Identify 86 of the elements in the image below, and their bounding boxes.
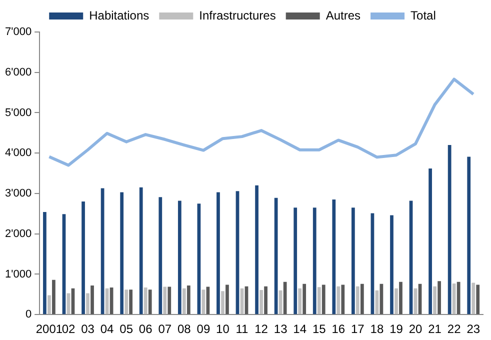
- bar: [448, 145, 452, 314]
- bar: [399, 282, 402, 314]
- bar: [467, 156, 471, 314]
- bar: [226, 284, 229, 314]
- bar: [264, 286, 268, 314]
- bar: [260, 290, 263, 314]
- y-tick-label: 7'000: [4, 26, 32, 38]
- bar: [158, 197, 162, 314]
- x-tick-label: 19: [390, 322, 404, 336]
- bar: [86, 293, 90, 314]
- x-tick-label: 09: [196, 322, 210, 336]
- y-tick-label: 4'000: [4, 147, 32, 160]
- bar: [322, 284, 326, 314]
- bar: [120, 192, 124, 314]
- legend-label: Total: [410, 8, 436, 22]
- x-tick-label: 06: [138, 322, 153, 336]
- bar: [298, 288, 302, 314]
- bar: [360, 284, 364, 314]
- x-tick-label: 10: [216, 322, 230, 336]
- bar: [255, 185, 258, 314]
- bar: [139, 187, 143, 314]
- bar: [182, 288, 186, 314]
- bar: [302, 284, 306, 314]
- y-tick-label: 1'000: [4, 268, 32, 280]
- bar: [438, 281, 441, 314]
- x-tick-label: 13: [274, 322, 288, 336]
- bar: [356, 286, 360, 314]
- y-tick-label: 0: [25, 308, 32, 321]
- x-tick-label: 20: [408, 322, 423, 336]
- bar: [216, 192, 220, 314]
- x-tick-label: 16: [332, 322, 346, 336]
- bar: [186, 286, 190, 314]
- legend-label: Habitations: [89, 8, 150, 22]
- bar: [472, 282, 476, 314]
- bar: [168, 286, 172, 314]
- bar: [283, 282, 287, 314]
- bar: [456, 282, 460, 314]
- bar: [390, 215, 394, 314]
- y-tick-label: 2'000: [4, 228, 32, 240]
- x-tick-label: 08: [177, 322, 192, 336]
- y-tick-label: 3'000: [4, 188, 32, 200]
- x-tick-label: 18: [370, 322, 384, 336]
- legend-label: Autres: [326, 8, 361, 22]
- bar: [452, 284, 456, 314]
- bar: [433, 286, 436, 314]
- x-tick-label: 17: [351, 322, 365, 336]
- bar: [312, 208, 316, 314]
- legend-label: Infrastructures: [199, 8, 276, 22]
- bar: [332, 200, 336, 314]
- x-tick-label: 03: [81, 322, 95, 336]
- x-tick-label: 04: [100, 322, 114, 336]
- bar: [52, 280, 56, 314]
- bar: [144, 288, 148, 314]
- x-tick-label: 14: [293, 322, 307, 336]
- bar: [82, 202, 85, 314]
- x-tick-label: 22: [447, 322, 462, 336]
- bar: [163, 286, 167, 314]
- bar: [148, 290, 152, 314]
- bar: [394, 288, 398, 314]
- x-tick-label: 12: [254, 322, 268, 336]
- x-tick-label: 21: [428, 322, 442, 336]
- bar: [178, 200, 182, 314]
- x-tick-label: 2001: [36, 322, 63, 336]
- bar: [221, 291, 224, 314]
- x-tick-label: 07: [158, 322, 172, 336]
- x-tick-label: 02: [62, 322, 76, 336]
- bar: [428, 168, 432, 314]
- bar: [317, 287, 321, 314]
- bar: [336, 286, 340, 314]
- bar: [294, 208, 298, 314]
- x-tick-label: 15: [312, 322, 326, 336]
- bar: [476, 284, 480, 314]
- bar: [129, 290, 133, 314]
- bar: [274, 198, 278, 314]
- bar: [352, 208, 355, 314]
- x-tick-label: 11: [236, 322, 249, 336]
- x-tick-label: 23: [466, 322, 480, 336]
- x-tick-label: 05: [120, 322, 134, 336]
- bar: [341, 284, 345, 314]
- bar: [43, 212, 46, 314]
- bar: [278, 290, 282, 314]
- bar: [90, 286, 94, 314]
- y-tick-label: 6'000: [4, 66, 32, 78]
- y-tick-label: 5'000: [4, 106, 32, 119]
- bar: [48, 295, 51, 314]
- bar: [124, 290, 128, 314]
